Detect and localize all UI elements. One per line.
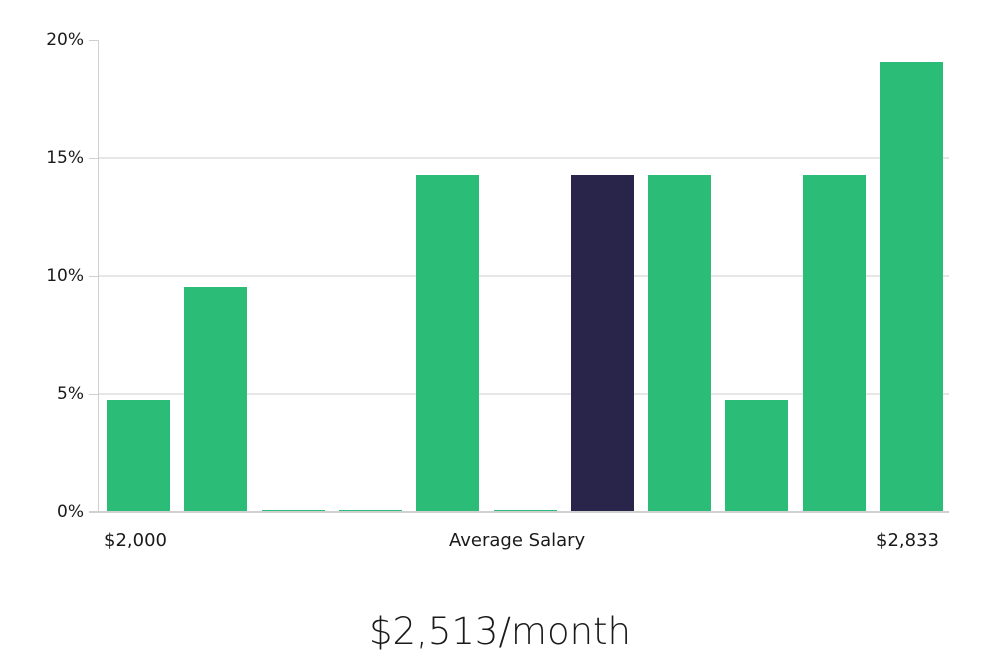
bar (184, 287, 248, 512)
ytick-mark-20 (89, 40, 99, 41)
ytick-label-0: 0% (57, 502, 84, 522)
x-axis-title: Average Salary (449, 530, 586, 551)
gridline-5 (99, 393, 949, 395)
x-max-label: $2,833 (876, 530, 939, 551)
bar (725, 399, 789, 512)
bar (648, 174, 712, 512)
ytick-label-20: 20% (46, 30, 84, 50)
gridline-10 (99, 275, 949, 277)
bar (416, 174, 480, 512)
bar (802, 174, 866, 512)
bar-highlight-average (570, 174, 634, 512)
ytick-label-5: 5% (57, 384, 84, 404)
bar (107, 399, 170, 512)
ytick-label-15: 15% (46, 148, 84, 168)
x-min-label: $2,000 (104, 530, 167, 551)
ytick-mark-15 (89, 158, 99, 159)
x-axis-line (89, 511, 949, 513)
average-salary-value: $2,513/month (368, 610, 632, 653)
gridline-15 (99, 157, 949, 159)
ytick-mark-10 (89, 276, 99, 277)
bar (880, 62, 943, 512)
ytick-label-10: 10% (46, 266, 84, 286)
ytick-mark-5 (89, 394, 99, 395)
